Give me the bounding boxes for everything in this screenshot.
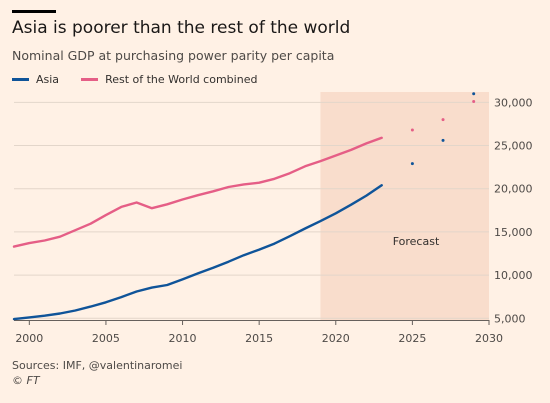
x-tick-label: 2015 [245, 332, 273, 345]
y-tick-label: 5,000 [494, 312, 526, 325]
legend-label-asia: Asia [36, 72, 60, 86]
legend-swatch-asia [12, 77, 29, 81]
legend-label-rest-of-world: Rest of the World combined [105, 72, 258, 86]
forecast-point-rest-of-world [441, 118, 445, 122]
forecast-point-asia [441, 138, 445, 142]
title-accent-bar [12, 10, 56, 13]
chart-legend: Asia Rest of the World combined [12, 71, 279, 87]
x-tick-label: 2010 [169, 332, 197, 345]
y-tick-label: 30,000 [494, 96, 533, 109]
legend-item-asia: Asia [12, 73, 59, 86]
chart-subtitle: Nominal GDP at purchasing power parity p… [12, 48, 335, 63]
forecast-band [320, 92, 489, 320]
series-line-rest-of-world [12, 136, 383, 248]
chart-title: Asia is poorer than the rest of the worl… [12, 18, 351, 38]
forecast-point-rest-of-world [472, 100, 476, 103]
legend-item-rest-of-world: Rest of the World combined [81, 73, 257, 86]
source-note: Sources: IMF, @valentinaromei [12, 359, 183, 372]
y-tick-label: 20,000 [494, 183, 533, 196]
y-tick-label: 10,000 [494, 269, 533, 282]
x-tick-label: 2025 [398, 332, 426, 345]
y-tick-label: 15,000 [494, 226, 533, 239]
forecast-point-asia [410, 162, 414, 166]
x-tick-label: 2020 [322, 332, 350, 345]
series-line-asia [12, 184, 383, 321]
x-tick-label: 2000 [15, 332, 43, 345]
forecast-label: Forecast [393, 235, 440, 248]
x-tick-label: 2030 [475, 332, 503, 345]
y-tick-label: 25,000 [494, 140, 533, 153]
forecast-point-asia [472, 92, 476, 96]
legend-swatch-rest-of-world [81, 77, 99, 81]
copyright-note: © FT [12, 374, 40, 387]
x-tick-label: 2005 [92, 332, 120, 345]
forecast-point-rest-of-world [410, 128, 414, 132]
